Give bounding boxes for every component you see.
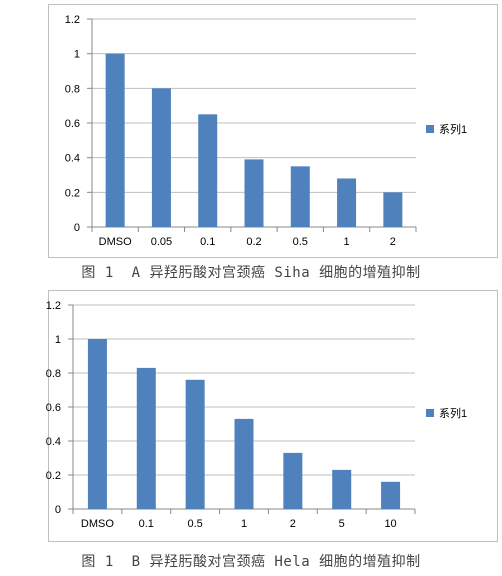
chart1-x-tick-label: 1 (241, 518, 247, 530)
chart1-bar (185, 379, 205, 509)
chart0-legend-swatch (426, 125, 434, 133)
chart0-bar (290, 166, 310, 227)
chart0-x-tick-label: 0.2 (246, 236, 261, 248)
chart0-y-tick-label: 1 (74, 49, 80, 61)
chart1-x-tick-label: 5 (339, 518, 345, 530)
chart1-x-tick-label: 2 (290, 518, 296, 530)
chart0-y-tick-label: 0 (74, 222, 80, 234)
chart0-x-tick-label: 2 (390, 236, 396, 248)
chart1-y-tick-label: 1 (55, 334, 61, 346)
chart1-bar (234, 418, 254, 509)
chart1-y-tick-label: 0.8 (46, 368, 61, 380)
chart0-y-tick-label: 0.8 (65, 83, 80, 95)
chart1-x-tick-label: 0.5 (187, 518, 202, 530)
chart1-bar (381, 481, 401, 509)
chart-panel-a: 0 0.2 0.4 0.6 0.8 1 1.2 DMSO 0.05 0.1 0.2 0.5 1 2 系列1 … (48, 4, 498, 281)
chart1-y-tick-label: 0 (55, 504, 61, 516)
figure-caption-b: 图 1 B 异羟肟酸对宫颈癌 Hela 细胞的增殖抑制 (81, 554, 421, 570)
chart0-legend-label: 系列1 (439, 122, 467, 136)
chart1-bar (283, 452, 303, 509)
chart0-x-tick-label: 1 (344, 236, 350, 248)
chart0-bar (151, 88, 171, 227)
figure-caption-a: 图 1 A 异羟肟酸对宫颈癌 Siha 细胞的增殖抑制 (81, 265, 421, 281)
chart1-legend-swatch (426, 409, 434, 417)
chart1-y-tick-label: 0.2 (46, 470, 61, 482)
chart1-x-tick-label: 10 (384, 518, 396, 530)
chart1-y-tick-label: 0.6 (46, 402, 61, 414)
chart0-bar (383, 192, 403, 227)
chart1-bar (87, 339, 107, 509)
chart0-y-tick-label: 0.2 (65, 187, 80, 199)
chart1-legend-label: 系列1 (439, 406, 467, 420)
chart1-y-tick-label: 0.4 (46, 436, 61, 448)
chart0-y-tick-label: 0.4 (65, 153, 80, 165)
chart1-y-tick-label: 1.2 (46, 300, 61, 312)
chart0-bar (244, 159, 264, 227)
chart0-bar (337, 178, 357, 227)
chart0-x-tick-label: 0.1 (200, 236, 215, 248)
bar-chart-b: 0 0.2 0.4 0.6 0.8 1 1.2 DMSO 0.1 0.5 1 2 5 10 系列1 (46, 300, 467, 530)
chart1-bar (332, 469, 352, 509)
bar-chart-a: 0 0.2 0.4 0.6 0.8 1 1.2 DMSO 0.05 0.1 0.2 0.5 1 2 系列1 (65, 14, 467, 248)
chart1-x-tick-label: DMSO (81, 518, 114, 530)
chart0-x-tick-label: DMSO (99, 236, 132, 248)
chart-frame-b (48, 290, 498, 542)
chart0-x-tick-label: 0.5 (293, 236, 308, 248)
chart0-y-tick-label: 0.6 (65, 118, 80, 130)
chart1-x-tick-label: 0.1 (139, 518, 154, 530)
chart0-x-tick-label: 0.05 (151, 236, 172, 248)
chart1-bar (136, 367, 156, 509)
chart-panel-b: 0 0.2 0.4 0.6 0.8 1 1.2 DMSO 0.1 0.5 1 2 5 10 系列1 图 1 … (0, 288, 502, 576)
chart0-y-tick-label: 1.2 (65, 14, 80, 26)
chart0-bar (198, 114, 218, 227)
chart0-bar (105, 53, 125, 227)
